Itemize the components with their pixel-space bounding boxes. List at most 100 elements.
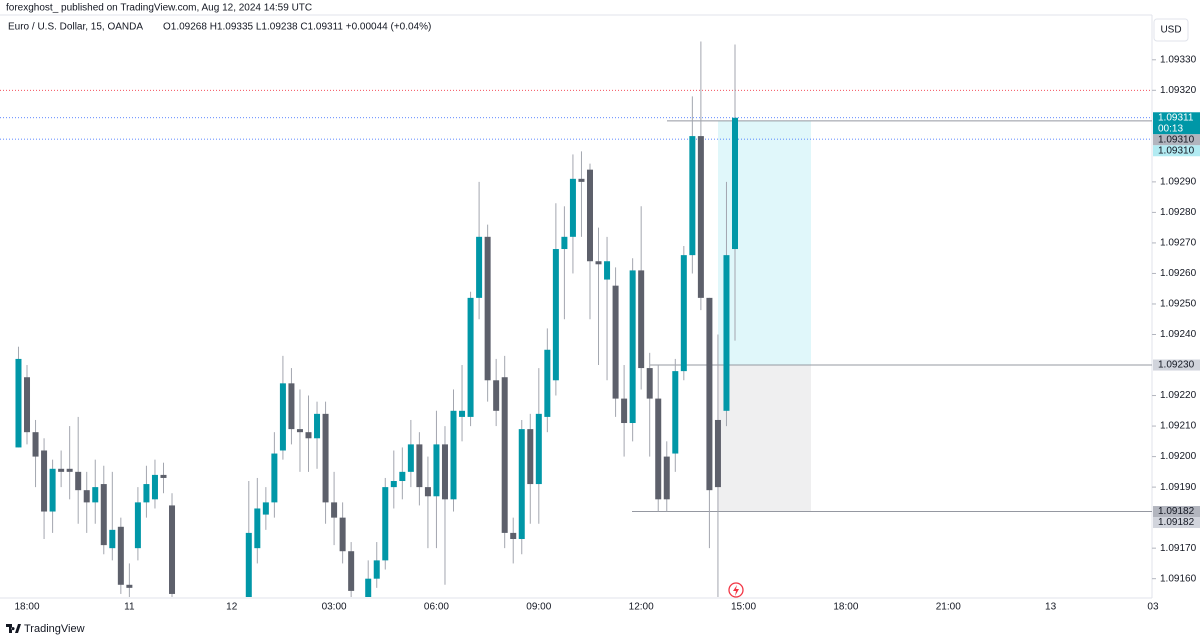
candle-body [49,468,56,512]
candle-body [390,481,397,488]
candle-body [126,584,133,588]
currency: USD [1160,25,1181,36]
candle-body [160,474,167,478]
candle-body [433,444,440,497]
candle-body [595,261,602,265]
candle-body [15,358,22,448]
x-tick-label: 13 [1045,602,1057,613]
x-tick-label: 09:00 [526,602,551,613]
candle-body [245,532,252,597]
x-tick-label: 06:00 [424,602,449,613]
candle-body [92,487,99,503]
candle-body [672,371,679,454]
y-tick-label: 1.09160 [1160,573,1197,584]
candle-body [322,413,329,503]
candle-body [493,380,500,411]
candle-body [416,444,423,488]
lightning-icon[interactable] [728,582,744,598]
line-price-label: 1.09182 [1158,506,1195,517]
plot-area [0,41,1152,597]
y-tick-label: 1.09200 [1160,451,1197,462]
candle-body [450,410,457,500]
y-tick-label: 1.09270 [1160,238,1197,249]
candle-body [262,502,269,515]
y-tick-label: 1.09240 [1160,329,1197,340]
x-tick-label: 03:00 [322,602,347,613]
x-tick-label: 15:00 [731,602,756,613]
x-tick-label: 12 [226,602,238,613]
candle-body [732,117,738,250]
candle-body [501,377,508,533]
y-tick-label: 1.09290 [1160,177,1197,188]
candle-body [441,444,448,500]
candle-body [339,517,346,552]
x-tick-label: 18:00 [14,602,39,613]
candle-body [467,297,474,417]
line-price-label-box [1153,506,1200,518]
candle-body [296,429,303,433]
last-price-label-box [1153,112,1200,135]
line-price-label-box [1153,134,1200,146]
candle-body [365,578,372,597]
candle-body [706,297,713,491]
candle-body [305,432,312,439]
candle-body [279,383,286,451]
candle-body [373,560,380,579]
y-tick-label: 1.09170 [1160,543,1197,554]
y-tick-label: 1.09190 [1160,482,1197,493]
candle-body [288,383,295,430]
candle-body [399,471,406,482]
currency-box[interactable] [1153,18,1189,42]
stop-price-label-box [1153,517,1200,529]
candle-body [424,487,431,497]
target-zone [718,120,811,366]
candle-body [459,410,466,417]
candle-body [714,419,721,488]
candle-body [476,236,483,298]
candle-body [134,502,141,549]
last-price-label: 1.09311 [1158,112,1194,123]
candle-body [604,261,611,280]
candle-body [254,508,261,549]
footer-brand: TradingView [24,623,85,635]
candle-body [612,285,619,399]
candle-body [271,453,278,503]
candle-body [621,398,628,424]
candle-body [100,484,107,546]
candle-body [680,255,687,372]
candle-body [510,532,517,540]
candle-body [663,456,670,500]
publisher: forexghost_ published on TradingView.com… [6,3,312,14]
target-price-label-box [1153,145,1200,157]
line-price-label: 1.09310 [1158,134,1195,145]
stop-price-label: 1.09182 [1158,517,1195,528]
candle-body [638,270,645,369]
y-tick-label: 1.09280 [1160,207,1197,218]
candle-body [314,413,321,439]
line-price-label: 1.09230 [1158,360,1195,371]
candle-body [407,444,414,472]
candle-body [382,487,389,561]
candle-body [41,450,48,512]
candle-body [697,136,704,298]
x-tick-label: 03 [1147,602,1159,613]
y-tick-label: 1.09220 [1160,390,1197,401]
candle-body [535,413,542,485]
candle-body [561,236,568,250]
candle-body [484,236,491,381]
candle-body [109,529,116,549]
candle-body [32,432,39,457]
candle-body [544,349,551,417]
candle-body [552,249,559,381]
stop-zone [718,365,811,512]
candle-body [655,398,662,500]
candle-body [83,490,90,503]
candle-body [331,502,338,518]
ohlc-values: O1.09268 H1.09335 L1.09238 C1.09311 +0.0… [163,22,431,33]
candle-body [518,429,525,540]
y-tick-label: 1.09260 [1160,268,1197,279]
candle-body [75,471,82,491]
x-tick-label: 21:00 [936,602,961,613]
candle-body [58,468,65,472]
